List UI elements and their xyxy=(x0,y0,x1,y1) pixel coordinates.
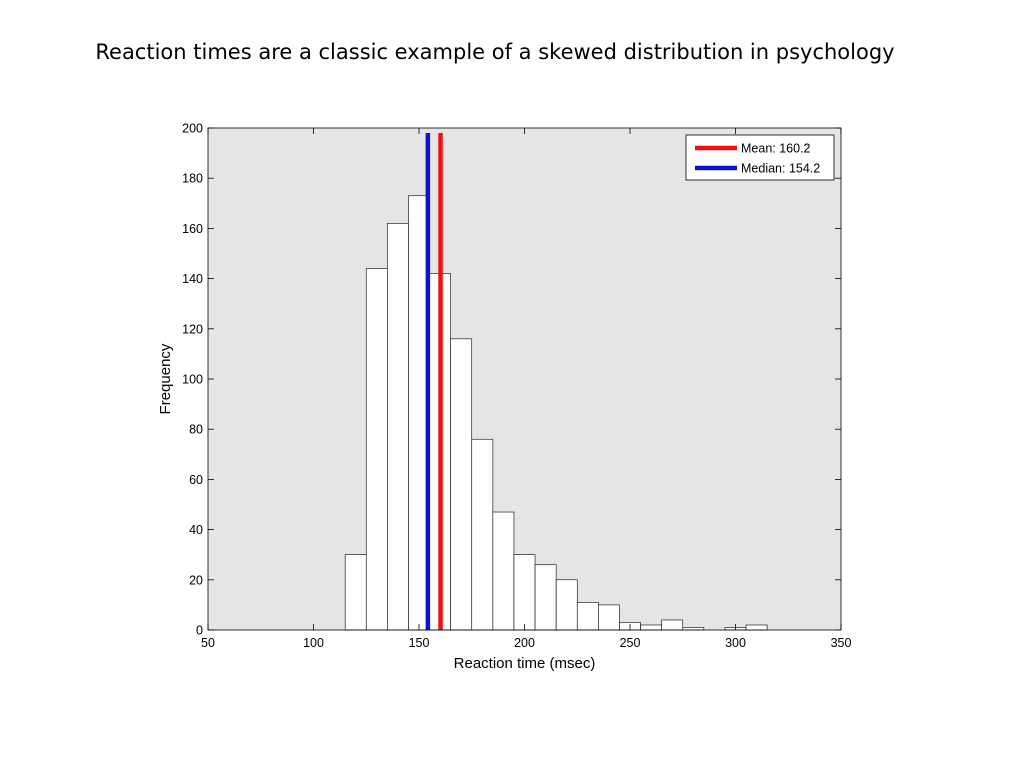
histogram-bar xyxy=(598,604,620,631)
y-tick-label: 80 xyxy=(189,423,203,437)
histogram-bar xyxy=(387,223,409,631)
legend: Mean: 160.2 Median: 154.2 xyxy=(685,134,835,181)
x-tick-label: 350 xyxy=(831,636,852,650)
y-tick-label: 180 xyxy=(182,172,203,186)
legend-entry: Mean: 160.2 xyxy=(741,142,811,156)
x-axis-ticks: 50 100 150 200 250 300 350 xyxy=(201,128,851,650)
histogram-bar xyxy=(450,338,473,631)
y-tick-label: 0 xyxy=(196,624,203,638)
histogram-bar xyxy=(534,564,557,631)
reference-lines xyxy=(425,133,443,630)
y-axis-label: Frequency xyxy=(157,343,174,414)
plot-area xyxy=(208,128,841,630)
y-tick-label: 60 xyxy=(189,473,203,487)
histogram-bar xyxy=(640,624,662,631)
x-tick-label: 200 xyxy=(514,636,535,650)
histogram-bar xyxy=(365,268,388,631)
histogram-bar xyxy=(344,554,367,631)
x-tick-label: 100 xyxy=(303,636,324,650)
x-axis-label: Reaction time (msec) xyxy=(454,655,596,672)
y-axis-ticks: 0 20 40 60 80 100 120 140 160 180 200 xyxy=(182,122,841,638)
y-tick-label: 40 xyxy=(189,523,203,537)
x-tick-label: 300 xyxy=(725,636,746,650)
histogram-bar xyxy=(471,438,494,631)
histogram-bar xyxy=(745,624,768,631)
y-tick-label: 160 xyxy=(182,222,203,236)
histogram-bar xyxy=(661,619,684,631)
histogram-bar xyxy=(576,602,599,631)
slide-title: Reaction times are a classic example of … xyxy=(95,40,895,64)
legend-box xyxy=(685,134,835,181)
histogram-bar xyxy=(555,579,578,631)
y-tick-label: 140 xyxy=(182,272,203,286)
x-tick-label: 150 xyxy=(409,636,430,650)
legend-entry: Median: 154.2 xyxy=(741,162,820,176)
x-tick-label: 250 xyxy=(620,636,641,650)
histogram-bar xyxy=(492,511,515,631)
y-tick-label: 100 xyxy=(182,373,203,387)
y-tick-label: 200 xyxy=(182,122,203,136)
x-tick-label: 50 xyxy=(201,636,215,650)
histogram-bar xyxy=(513,554,536,631)
y-tick-label: 120 xyxy=(182,322,203,336)
y-tick-label: 20 xyxy=(189,573,203,587)
